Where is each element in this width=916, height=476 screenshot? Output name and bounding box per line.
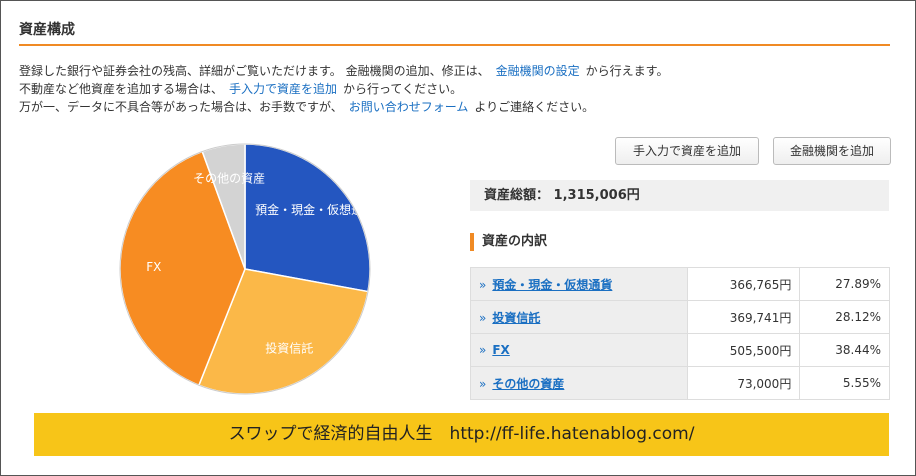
pie-outline [119,143,371,395]
asset-link[interactable]: 投資信託 [492,310,541,325]
chevron: » [479,310,487,325]
desc-text: 万が一、データに不具合等があった場合は、お手数ですが、 [19,100,343,114]
description-line: 万が一、データに不具合等があった場合は、お手数ですが、 お問い合わせフォーム よりご… [19,98,594,116]
share-cell: 27.89% [799,267,890,301]
desc-text: から行えます。 [585,64,669,78]
table-row: » FX 505,500円 38.44% [470,333,890,367]
chevron: » [479,376,487,391]
name-cell: » 投資信託 [470,300,688,334]
share-cell: 5.55% [799,366,890,400]
asset-link[interactable]: その他の資産 [492,376,565,391]
share-cell: 28.12% [799,300,890,334]
amount-cell: 505,500円 [686,333,801,367]
amount-cell: 369,741円 [686,300,801,334]
amount-cell: 73,000円 [686,366,801,400]
desc-link[interactable]: お問い合わせフォーム [348,100,469,114]
desc-text: 不動産など他資産を追加する場合は、 [19,82,224,96]
table-row: » 預金・現金・仮想通貨 366,765円 27.89% [470,267,890,301]
table-row: » 投資信託 369,741円 28.12% [470,300,890,334]
desc-text: よりご連絡ください。 [474,100,595,114]
title-rule [19,44,890,46]
pie-slice [244,143,371,293]
desc-text: から行ってください。 [343,82,463,96]
description-line: 登録した銀行や証券会社の残高、詳細がご覧いただけます。 金融機関の追加、修正は、… [19,62,668,80]
name-cell: » その他の資産 [470,366,688,400]
table-row: » その他の資産 73,000円 5.55% [470,366,890,400]
total-label: 資産総額： [484,188,550,203]
desc-link[interactable]: 金融機関の設定 [495,64,580,78]
title: 資産構成 [19,22,75,38]
pie-label: 預金・現金・仮想通貨 [255,202,375,217]
pie-label: 投資信託 [265,340,313,355]
amount-cell: 366,765円 [686,267,801,301]
breakdown-title: 資産の内訳 [470,233,547,251]
desc-text: 登録した銀行や証券会社の残高、詳細がご覧いただけます。 金融機関の追加、修正は、 [19,64,490,78]
asset-link[interactable]: FX [492,343,510,357]
add-institution-button[interactable]: 金融機関を追加 [773,137,891,165]
description-line: 不動産など他資産を追加する場合は、 手入力で資産を追加 から行ってください。 [19,80,462,98]
name-cell: » FX [470,333,688,367]
name-cell: » 預金・現金・仮想通貨 [470,267,688,301]
desc-link[interactable]: 手入力で資産を追加 [229,82,338,96]
breakdown-table: » 預金・現金・仮想通貨 366,765円 27.89% » 投資信託 369,741円 28… [470,267,890,400]
chevron: » [479,277,487,292]
banner: スワップで経済的自由人生 http://ff-life.hatenablog.c… [34,413,889,456]
total-value: 1,315,006円 [553,188,640,203]
total: 資産総額： 1,315,006円 [470,180,889,211]
add-manual-button[interactable]: 手入力で資産を追加 [615,137,759,165]
pie-label: FX [146,260,161,274]
asset-link[interactable]: 預金・現金・仮想通貨 [492,277,613,292]
chevron: » [479,343,487,357]
pie-label: その他の資産 [193,171,265,186]
share-cell: 38.44% [799,333,890,367]
